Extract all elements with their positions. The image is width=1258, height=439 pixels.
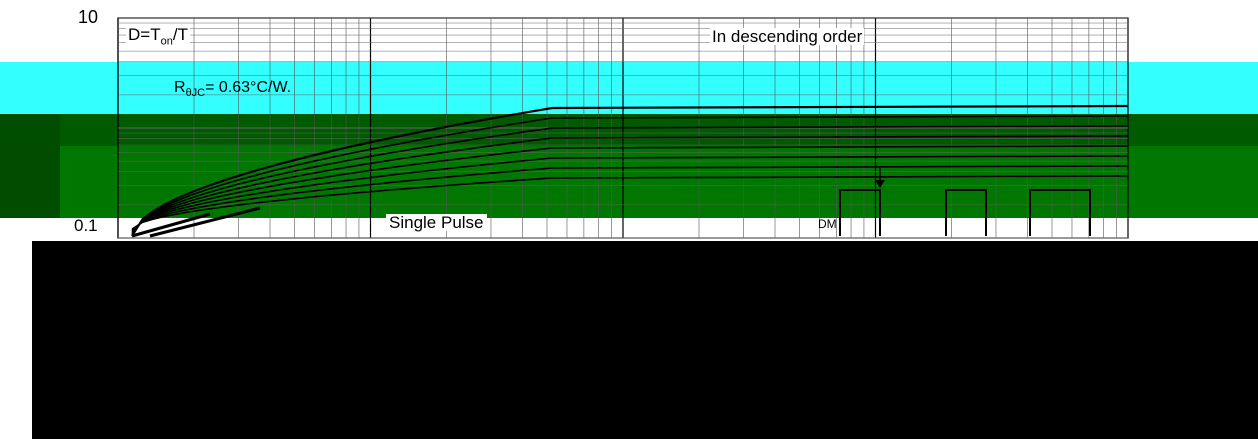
- series-curve: [131, 155, 1129, 232]
- series-curve: [131, 165, 1129, 231]
- pulse-diagram: [839, 168, 1091, 236]
- duty-text: D=T: [128, 25, 161, 44]
- y-tick-label-top: 10: [78, 7, 99, 27]
- y-tick-label-bottom: 0.1: [74, 216, 98, 235]
- series-curve-heavy: [131, 212, 211, 238]
- rth-subscript: θJC: [185, 87, 206, 100]
- redacted-band-black: [32, 241, 1258, 439]
- highlight-band-left: [0, 114, 60, 218]
- duty-tail: /T: [172, 25, 188, 44]
- order-annotation: In descending order: [710, 27, 865, 46]
- series-curve: [131, 125, 1129, 235]
- pdm-subscript-label: DM: [818, 217, 837, 231]
- series-curve: [131, 115, 1129, 236]
- rth-prefix: R: [174, 79, 186, 96]
- pulse-arrow-head: [875, 180, 885, 188]
- series-curve-heavy: [149, 206, 261, 238]
- single-pulse-label: Single Pulse: [386, 214, 487, 231]
- chart-curves: [131, 104, 1129, 238]
- pulse-waveform: [839, 189, 1091, 236]
- rth-value: = 0.63°C/W.: [205, 79, 292, 96]
- duty-cycle-annotation: D=Ton/T: [126, 25, 190, 48]
- series-curve: [131, 104, 1129, 237]
- highlight-band-dark: [0, 114, 1258, 146]
- series-curve: [131, 145, 1129, 233]
- duty-subscript: on: [160, 35, 173, 48]
- thermal-resistance-annotation: RθJC= 0.63°C/W.: [174, 80, 291, 99]
- series-curve: [131, 175, 1129, 230]
- series-curve: [131, 135, 1129, 234]
